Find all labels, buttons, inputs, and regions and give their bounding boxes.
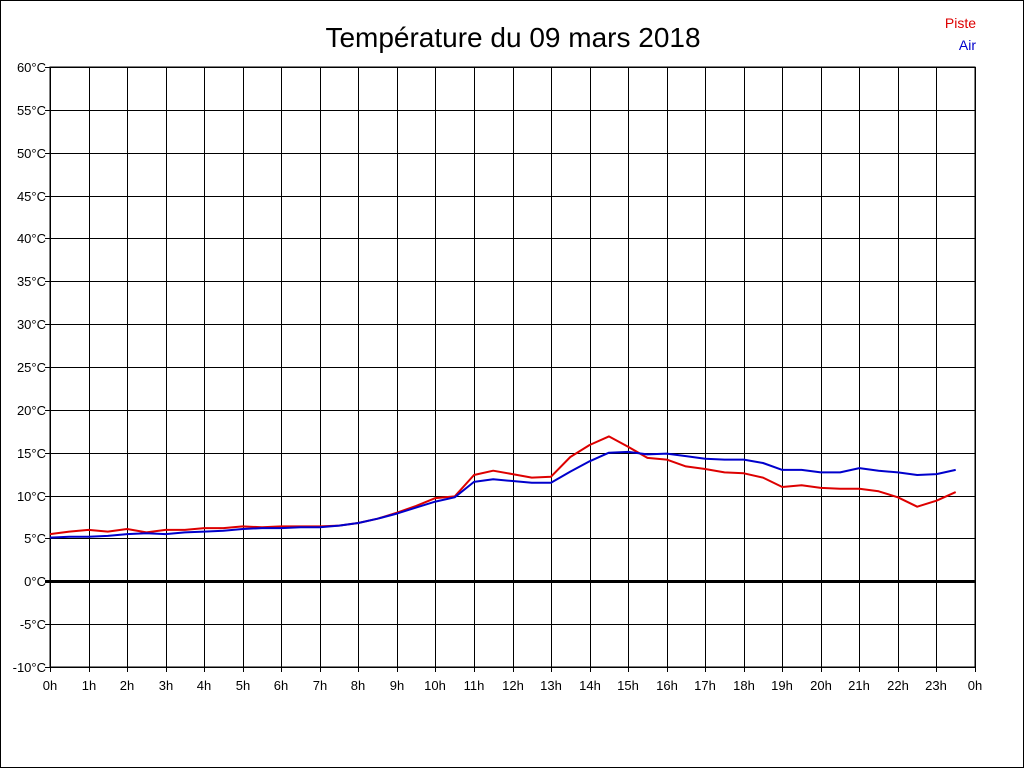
series-lines: [49, 435, 957, 539]
y-tick-label: 40°C: [17, 231, 46, 246]
y-tick-label: 0°C: [24, 574, 46, 589]
x-tick-label: 1h: [82, 678, 96, 693]
y-tick-label: 15°C: [17, 446, 46, 461]
x-tick-label: 18h: [733, 678, 755, 693]
x-tick-label: 7h: [313, 678, 327, 693]
x-tick-label: 21h: [848, 678, 870, 693]
x-tick-label: 22h: [887, 678, 909, 693]
legend-entry: Piste: [945, 15, 976, 31]
chart-title: Température du 09 mars 2018: [325, 22, 700, 53]
x-tick-label: 13h: [540, 678, 562, 693]
x-tick-label: 5h: [236, 678, 250, 693]
x-tick-label: 2h: [120, 678, 134, 693]
x-tick-label: 0h: [968, 678, 982, 693]
x-tick-label: 23h: [925, 678, 947, 693]
x-tick-label: 0h: [43, 678, 57, 693]
x-tick-label: 20h: [810, 678, 832, 693]
y-tick-label: 30°C: [17, 317, 46, 332]
y-tick-label: 10°C: [17, 489, 46, 504]
x-tick-label: 8h: [351, 678, 365, 693]
y-axis-tick-labels: 60°C 55°C 50°C 45°C 40°C 35°C 30°C 25°C 20°C 15°C…: [13, 60, 46, 675]
y-tick-label: 35°C: [17, 274, 46, 289]
x-tick-label: 6h: [274, 678, 288, 693]
x-tick-label: 10h: [424, 678, 446, 693]
y-tick-label: 45°C: [17, 189, 46, 204]
x-tick-label: 11h: [464, 678, 485, 693]
x-tick-label: 14h: [579, 678, 601, 693]
y-tick-label: 55°C: [17, 103, 46, 118]
y-tick-label: 5°C: [24, 531, 46, 546]
y-tick-label: 50°C: [17, 146, 46, 161]
x-tick-label: 15h: [617, 678, 639, 693]
y-tick-label: 25°C: [17, 360, 46, 375]
x-axis-tick-labels: 0h 1h 2h 3h 4h 5h 6h 7h 8h 9h 10h 11h 12h 13h 14h 15h 16…: [43, 678, 982, 693]
y-tick-label: -5°C: [20, 617, 46, 632]
grid: [45, 66, 976, 672]
legend: Piste Air: [945, 15, 976, 53]
x-tick-label: 12h: [502, 678, 524, 693]
series-line-piste: [49, 435, 957, 536]
series-line-air: [49, 450, 956, 539]
y-tick-label: -10°C: [13, 660, 46, 675]
y-tick-label: 20°C: [17, 403, 46, 418]
x-tick-label: 19h: [771, 678, 793, 693]
x-tick-label: 9h: [390, 678, 404, 693]
x-tick-label: 16h: [656, 678, 678, 693]
y-tick-label: 60°C: [17, 60, 46, 75]
x-tick-label: 4h: [197, 678, 211, 693]
legend-entry: Air: [959, 37, 976, 53]
x-tick-label: 17h: [694, 678, 716, 693]
x-tick-label: 3h: [159, 678, 173, 693]
